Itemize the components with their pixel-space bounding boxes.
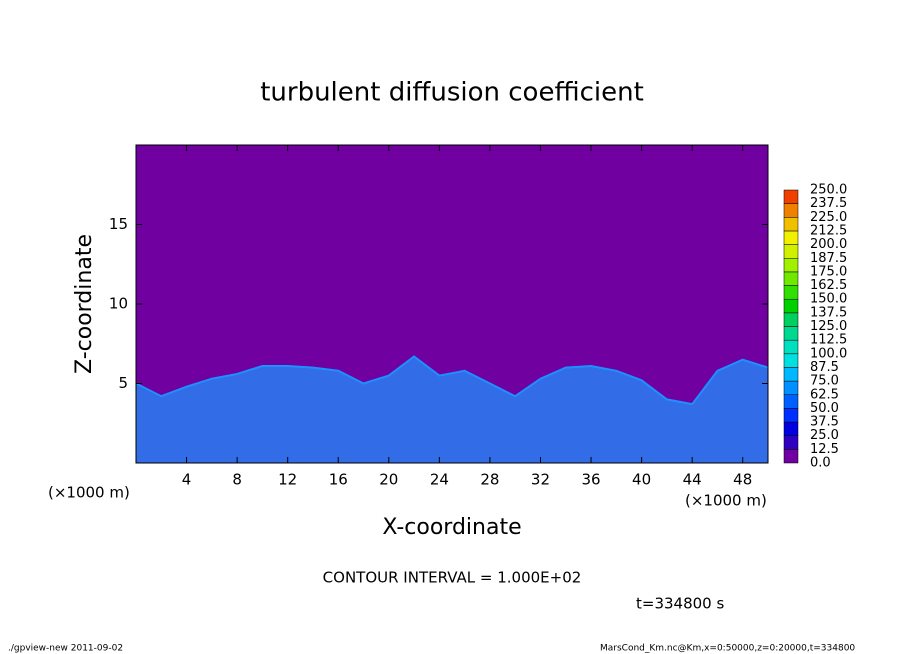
colorbar-label: 187.5	[810, 251, 847, 266]
colorbar-segment	[783, 271, 799, 286]
colorbar-label: 62.5	[810, 387, 839, 402]
x-tick-label: 44	[683, 471, 702, 489]
time-label: t=334800 s	[636, 595, 724, 613]
colorbar-label: 250.0	[810, 183, 847, 198]
x-tick-label: 36	[581, 471, 600, 489]
colorbar-label: 50.0	[810, 401, 839, 416]
colorbar-label: 137.5	[810, 305, 847, 320]
colorbar-segment	[783, 339, 799, 355]
x-tick-label: 12	[278, 471, 297, 489]
colorbar-label: 112.5	[810, 333, 847, 348]
colorbar-segment	[783, 449, 799, 464]
x-tick-label: 48	[733, 471, 752, 489]
colorbar-segment	[783, 353, 799, 368]
colorbar-label: 212.5	[810, 223, 847, 238]
x-tick-label: 20	[379, 471, 398, 489]
footer: MarsCond_Km.nc@Km,x=0:50000,z=0:20000,t=…	[600, 644, 855, 654]
colorbar-segment	[783, 203, 799, 218]
colorbar-label: 125.0	[810, 319, 847, 334]
colorbar-label: 200.0	[810, 237, 847, 252]
colorbar-segment	[783, 189, 799, 204]
turbulent-layer-fill	[136, 356, 768, 463]
y-axis-label: Z-coordinate	[72, 234, 97, 374]
colorbar-segment	[783, 380, 799, 396]
contour-interval: CONTOUR INTERVAL = 1.000E+02	[323, 569, 582, 587]
x-tick-label: 24	[430, 471, 449, 489]
colorbar-segment	[783, 244, 799, 259]
colorbar-segment	[783, 285, 799, 300]
x-unit: (×1000 m)	[48, 484, 130, 502]
colorbar-label: 100.0	[810, 346, 847, 361]
y-tick-label: 10	[109, 295, 128, 313]
colorbar-segment	[783, 435, 799, 450]
colorbar-label: 0.0	[810, 456, 831, 471]
colorbar-label: 150.0	[810, 292, 847, 307]
x-tick-label: 40	[632, 471, 651, 489]
colorbar-label: 75.0	[810, 374, 839, 389]
colorbar-segment	[783, 258, 799, 273]
colorbar-label: 25.0	[810, 428, 839, 443]
x-tick-label: 16	[329, 471, 348, 489]
colorbar-segment	[783, 298, 799, 314]
y-tick-label: 5	[118, 374, 128, 392]
colorbar-label: 37.5	[810, 415, 839, 430]
chart-title: turbulent diffusion coefficient	[260, 78, 644, 108]
colorbar-label: 237.5	[810, 196, 847, 211]
x-axis-label: X-coordinate	[382, 515, 521, 540]
colorbar-segment	[783, 421, 799, 436]
colorbar-label: 225.0	[810, 210, 847, 225]
x-tick-label: 8	[232, 471, 242, 489]
colorbar-segment	[783, 394, 799, 409]
colorbar-label: 87.5	[810, 360, 839, 375]
x-tick-label: 4	[182, 471, 192, 489]
colorbar-segment	[783, 367, 799, 382]
x-tick-label: 32	[531, 471, 550, 489]
colorbar-segment	[783, 326, 799, 341]
colorbar-label: 12.5	[810, 442, 839, 457]
colorbar-label: 162.5	[810, 278, 847, 293]
colorbar-label: 175.0	[810, 264, 847, 279]
x-unit: (×1000 m)	[685, 492, 767, 510]
x-tick-label: 28	[480, 471, 499, 489]
colorbar-segment	[783, 408, 799, 423]
colorbar-segment	[783, 312, 799, 327]
y-tick-label: 15	[109, 215, 128, 233]
colorbar-segment	[783, 230, 799, 245]
colorbar-segment	[783, 217, 799, 232]
footer: ./gpview-new 2011-09-02	[8, 644, 123, 654]
